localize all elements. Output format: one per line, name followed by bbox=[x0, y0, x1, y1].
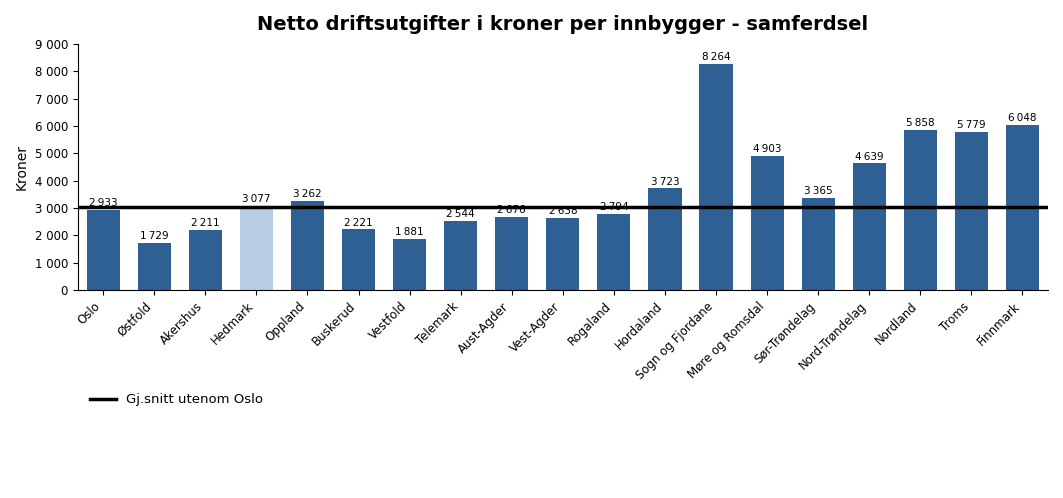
Bar bbox=[1006, 124, 1039, 290]
Text: 2 794: 2 794 bbox=[600, 202, 628, 212]
Y-axis label: Kroner: Kroner bbox=[15, 144, 29, 190]
Bar bbox=[750, 156, 783, 290]
Text: 2 638: 2 638 bbox=[549, 206, 577, 216]
Bar bbox=[546, 218, 579, 290]
Title: Netto driftsutgifter i kroner per innbygger - samferdsel: Netto driftsutgifter i kroner per innbyg… bbox=[257, 15, 868, 34]
Bar bbox=[495, 217, 528, 290]
Legend: Gj.snitt utenom Oslo: Gj.snitt utenom Oslo bbox=[84, 388, 269, 412]
Bar bbox=[342, 230, 375, 290]
Bar bbox=[802, 198, 834, 290]
Text: 2 544: 2 544 bbox=[446, 209, 475, 219]
Bar bbox=[648, 188, 681, 290]
Bar bbox=[240, 206, 273, 290]
Bar bbox=[86, 210, 120, 290]
Text: 1 881: 1 881 bbox=[395, 227, 424, 237]
Bar bbox=[904, 130, 937, 290]
Bar bbox=[444, 221, 477, 290]
Bar bbox=[699, 64, 732, 290]
Bar bbox=[955, 132, 988, 290]
Text: 3 365: 3 365 bbox=[804, 186, 832, 197]
Text: 5 779: 5 779 bbox=[957, 121, 985, 130]
Text: 3 077: 3 077 bbox=[242, 194, 271, 204]
Text: 8 264: 8 264 bbox=[702, 52, 730, 62]
Text: 2 221: 2 221 bbox=[344, 218, 373, 228]
Text: 2 933: 2 933 bbox=[89, 198, 118, 208]
Text: 3 262: 3 262 bbox=[293, 189, 322, 199]
Bar bbox=[393, 239, 426, 290]
Text: 2 676: 2 676 bbox=[497, 205, 526, 215]
Bar bbox=[291, 201, 324, 290]
Bar bbox=[138, 243, 171, 290]
Text: 4 903: 4 903 bbox=[753, 144, 781, 154]
Text: 3 723: 3 723 bbox=[651, 177, 679, 187]
Bar bbox=[853, 163, 885, 290]
Bar bbox=[597, 214, 630, 290]
Text: 6 048: 6 048 bbox=[1008, 113, 1036, 123]
Text: 1 729: 1 729 bbox=[140, 231, 169, 241]
Text: 5 858: 5 858 bbox=[906, 118, 934, 128]
Bar bbox=[189, 230, 222, 290]
Text: 4 639: 4 639 bbox=[855, 151, 883, 161]
Text: 2 211: 2 211 bbox=[191, 218, 220, 228]
